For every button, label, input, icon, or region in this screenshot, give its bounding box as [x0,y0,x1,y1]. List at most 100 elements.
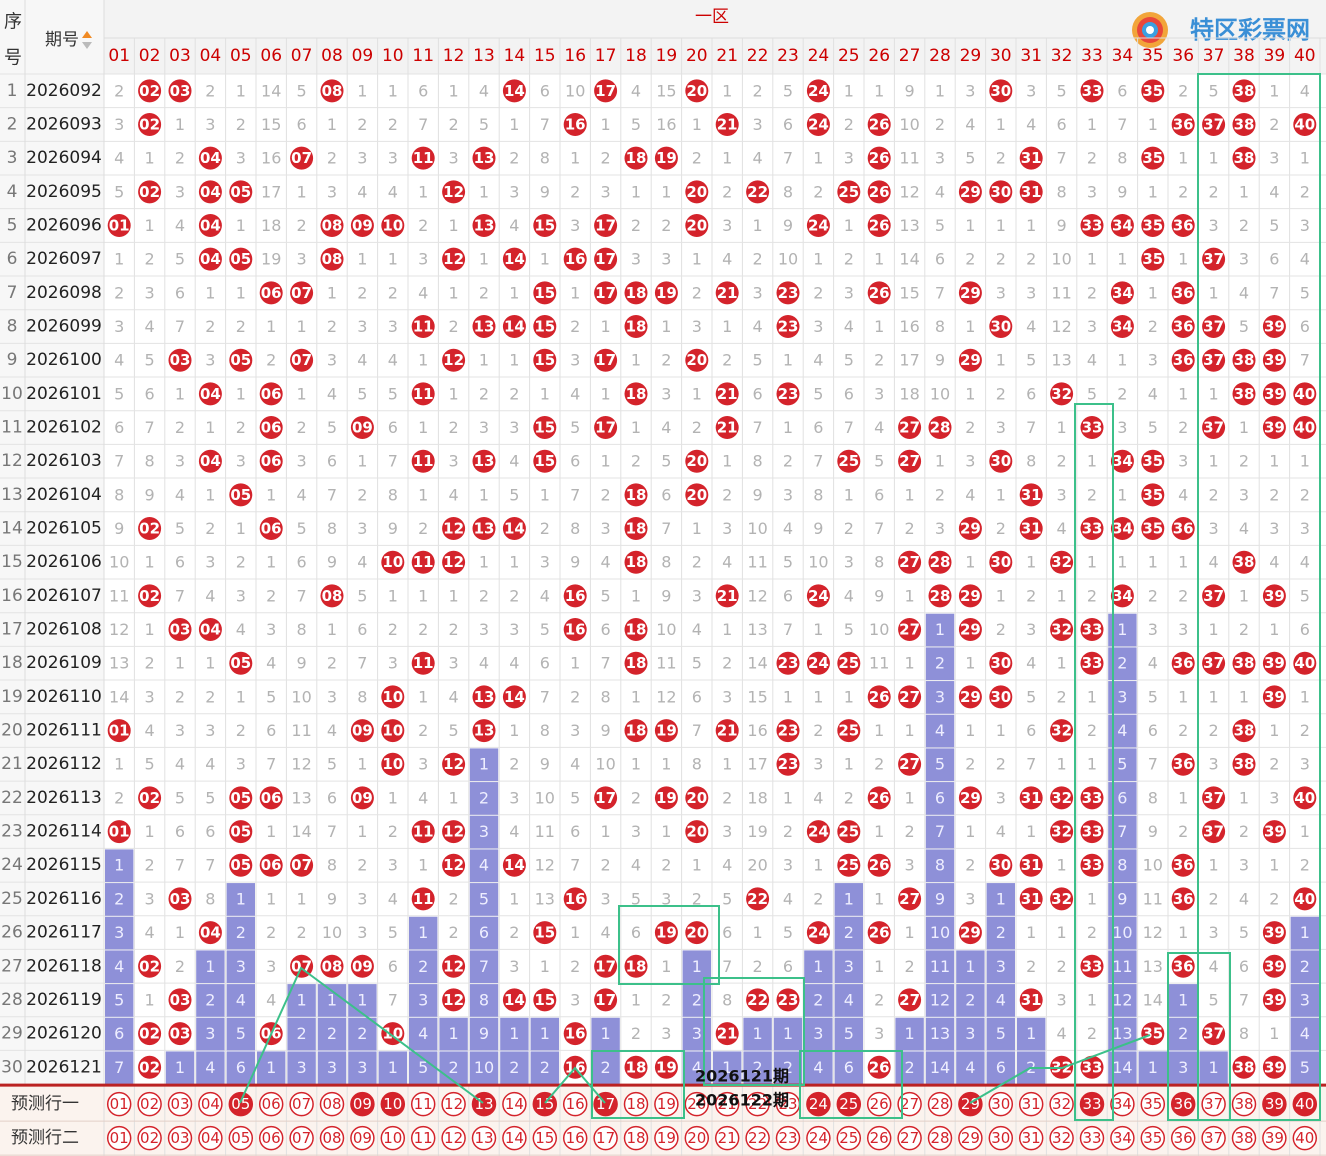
hit-number: 18 [626,284,647,302]
pick-ball [1292,1091,1318,1117]
hit-number: 12 [443,856,464,874]
omission: 1 [661,182,671,201]
hit-ball [502,79,526,103]
omission: 10 [869,620,889,639]
omission: 2 [479,384,489,403]
hit-ball [867,113,891,137]
omission: 15 [899,283,919,302]
pred-number: 23 [778,1095,797,1113]
pred-number: 37 [1204,1129,1223,1147]
hit-ball [259,281,283,305]
omission: 1 [631,990,641,1009]
hit-ball [867,281,891,305]
hit-number: 28 [930,587,951,605]
omission: 2 [783,452,793,471]
hit-ball [533,315,557,339]
omission: 6 [874,485,884,504]
omission: 6 [327,452,337,471]
omission: 4 [722,856,732,875]
hit-number: 05 [230,823,251,841]
omission: 1 [418,687,428,706]
hit-number: 39 [1264,1058,1285,1076]
hit-number: 24 [808,587,829,605]
hit-number: 37 [1203,789,1224,807]
omission: 3 [965,452,975,471]
sort-icon [82,31,92,38]
omission: 3 [236,452,246,471]
omission: 3 [692,1024,702,1043]
hit-ball [442,180,466,204]
omission: 1 [418,485,428,504]
seq: 13 [1,485,23,505]
omission: 13 [1051,351,1071,370]
omission: 1 [1178,788,1188,807]
omission: 7 [175,856,185,875]
hit-number: 06 [261,520,282,538]
hit-ball [1080,651,1104,675]
hit-number: 12 [443,755,464,773]
hit-ball [898,618,922,642]
omission-bar [1290,984,1319,1017]
omission: 3 [327,1058,337,1077]
omission: 1 [631,418,641,437]
omission: 2 [540,519,550,538]
hit-number: 17 [595,789,616,807]
omission: 1 [297,317,307,336]
omission: 4 [965,1058,975,1077]
pred-number: 07 [292,1129,311,1147]
hit-number: 18 [626,1058,647,1076]
hit-ball [776,315,800,339]
omission: 7 [418,115,428,134]
omission: 2 [905,519,915,538]
omission: 1 [205,418,215,437]
hit-number: 05 [230,351,251,369]
hit-ball [958,685,982,709]
seq: 20 [1,721,23,741]
hit-number: 34 [1112,452,1133,470]
omission-bar [713,1051,742,1085]
omission: 10 [930,384,950,403]
hit-number: 16 [565,621,586,639]
omission: 3 [449,654,459,673]
omission: 3 [357,889,367,908]
omission: 3 [297,452,307,471]
omission: 9 [753,485,763,504]
pred-number: 07 [292,1095,311,1113]
omission: 1 [722,81,732,100]
omission: 6 [418,81,428,100]
omission: 6 [114,1024,124,1043]
hit-number: 21 [717,116,738,134]
omission: 2 [813,721,823,740]
hit-ball [563,113,587,137]
omission: 1 [1269,620,1279,639]
omission: 1 [1026,216,1036,235]
hit-number: 06 [261,419,282,437]
omission: 3 [570,721,580,740]
omission: 19 [261,250,281,269]
column-label: 10 [382,46,404,66]
omission: 1 [509,889,519,908]
omission: 4 [509,822,519,841]
hit-ball [624,517,648,541]
omission-bar [196,950,225,984]
hit-ball [533,214,557,238]
hit-ball [776,651,800,675]
hit-ball [411,382,435,406]
omission: 1 [1117,553,1127,572]
omission: 2 [874,351,884,370]
hit-number: 24 [808,217,829,235]
omission: 8 [935,856,945,875]
hit-ball [411,146,435,170]
omission: 7 [874,519,884,538]
omission: 2 [692,283,702,302]
pred-ball [593,1125,618,1151]
omission: 1 [661,755,671,774]
hit-number: 17 [595,419,616,437]
omission: 4 [1026,654,1036,673]
omission: 2 [236,923,246,942]
omission: 1 [783,418,793,437]
omission: 2 [145,250,155,269]
column-label: 11 [412,46,434,66]
pred-number: 24 [809,1129,828,1147]
omission: 4 [388,889,398,908]
